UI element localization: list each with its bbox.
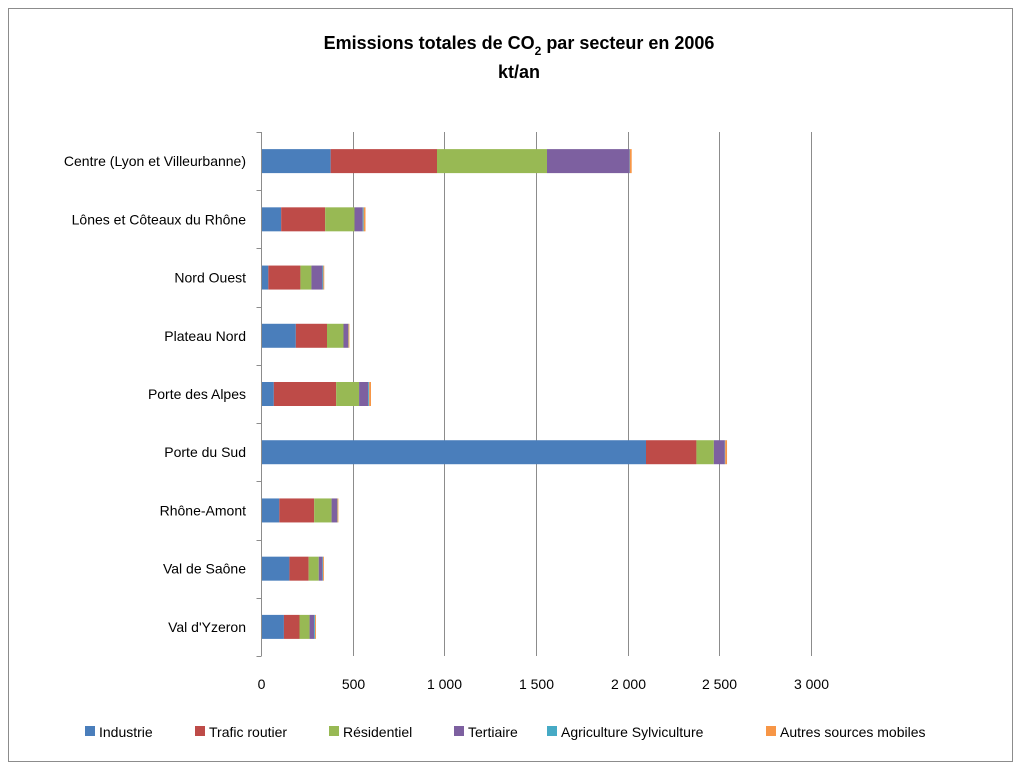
category-label: Nord Ouest — [174, 270, 246, 286]
bar-segment — [713, 440, 725, 465]
bar-segment — [646, 440, 697, 465]
bar-segment — [273, 382, 337, 406]
bar-segment — [261, 556, 290, 581]
category-label: Val de Saône — [163, 561, 246, 577]
bar-segment — [343, 323, 349, 348]
bar-segment — [261, 149, 331, 174]
category-label: Centre (Lyon et Villeurbanne) — [64, 153, 246, 169]
bar-segment — [311, 265, 323, 290]
bar-segment — [261, 207, 282, 232]
category-labels: Centre (Lyon et Villeurbanne) Lônes et Cô… — [64, 153, 246, 635]
bar-segment — [363, 207, 366, 232]
legend-swatch — [766, 726, 776, 736]
bar-segment — [322, 556, 323, 581]
bar-segment — [261, 323, 296, 348]
legend-label: Tertiaire — [468, 724, 518, 740]
x-tick-label: 1 000 — [427, 676, 462, 692]
legend-label: Résidentiel — [343, 724, 412, 740]
bar-segment — [359, 382, 369, 406]
category-label: Porte du Sud — [164, 444, 246, 460]
bar-segment — [325, 207, 355, 232]
bar-segment — [289, 556, 309, 581]
bar-segment — [331, 498, 338, 523]
legend-label: Agriculture Sylviculture — [561, 724, 704, 740]
bars — [261, 149, 728, 639]
bar-segment — [696, 440, 714, 465]
legend-swatch — [195, 726, 205, 736]
bar-segment — [279, 498, 315, 523]
legend-label: Autres sources mobiles — [780, 724, 926, 740]
legend-label: Industrie — [99, 724, 153, 740]
bar-segment — [629, 149, 632, 174]
bar-segment — [336, 382, 360, 406]
axes — [256, 132, 262, 657]
bar-segment — [368, 382, 370, 406]
category-label: Rhône-Amont — [160, 502, 246, 518]
bar-segment — [314, 498, 332, 523]
category-label: Plateau Nord — [164, 328, 246, 344]
bar-segment — [300, 265, 312, 290]
bar-segment — [309, 614, 315, 639]
x-tick-labels: 0 500 1 000 1 500 2 000 2 500 3 000 — [258, 676, 830, 692]
bar-segment — [261, 498, 280, 523]
bar-segment — [281, 207, 326, 232]
chart-title-line2: kt/an — [498, 62, 540, 82]
chart-title-line1: Emissions totales de CO2 par secteur en … — [324, 33, 715, 58]
bar-segment — [299, 614, 310, 639]
bar-segment — [322, 556, 324, 581]
bar-segment — [314, 614, 316, 639]
bar-segment — [318, 556, 323, 581]
bar-segment — [261, 265, 269, 290]
legend: Industrie Trafic routier Résidentiel Tertia… — [85, 724, 926, 740]
bar-segment — [330, 149, 437, 174]
x-tick-label: 2 000 — [611, 676, 646, 692]
legend-label: Trafic routier — [209, 724, 287, 740]
x-tick-label: 500 — [342, 676, 366, 692]
category-label: Porte des Alpes — [148, 386, 246, 402]
x-tick-label: 0 — [258, 676, 266, 692]
bar-segment — [261, 614, 284, 639]
legend-swatch — [85, 726, 95, 736]
legend-swatch — [329, 726, 339, 736]
x-tick-label: 3 000 — [794, 676, 829, 692]
gridlines — [353, 132, 812, 656]
chart-frame — [8, 8, 1013, 762]
bar-segment — [315, 614, 316, 639]
bar-segment — [308, 556, 319, 581]
bar-segment — [283, 614, 300, 639]
bar-segment — [725, 440, 728, 465]
bar-segment — [362, 207, 364, 232]
bar-segment — [437, 149, 547, 174]
bar-segment — [261, 440, 646, 465]
bar-segment — [322, 265, 324, 290]
bar-segment — [295, 323, 327, 348]
bar-segment — [337, 498, 339, 523]
bar-segment — [348, 323, 350, 348]
bar-segment — [369, 382, 371, 406]
bar-segment — [261, 382, 274, 406]
bar-segment — [268, 265, 301, 290]
x-tick-label: 2 500 — [702, 676, 737, 692]
bar-segment — [327, 323, 344, 348]
x-tick-label: 1 500 — [519, 676, 554, 692]
bar-segment — [547, 149, 630, 174]
legend-swatch — [547, 726, 557, 736]
bar-segment — [323, 265, 325, 290]
legend-swatch — [454, 726, 464, 736]
bar-segment — [354, 207, 363, 232]
category-label: Val d'Yzeron — [168, 619, 246, 635]
category-label: Lônes et Côteaux du Rhône — [72, 211, 247, 227]
